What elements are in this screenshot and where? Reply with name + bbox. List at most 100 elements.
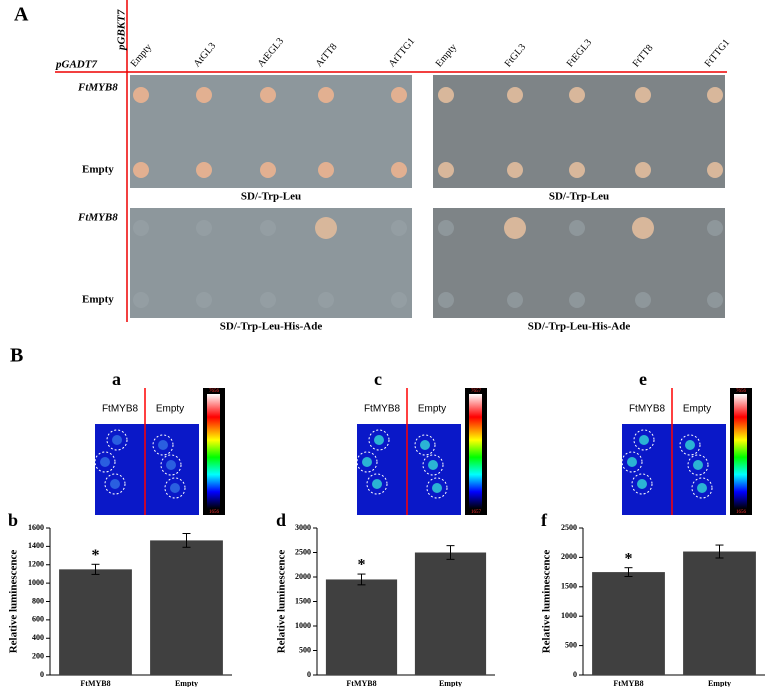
sample-ring [366, 473, 388, 495]
sample-ring [356, 451, 378, 473]
colony [318, 87, 334, 103]
image-label-box [95, 396, 199, 424]
panel-label: d [276, 510, 286, 530]
y-tick-label: 600 [32, 615, 44, 624]
signal [166, 460, 176, 470]
x-tick-label: Empty [175, 679, 198, 687]
colony [260, 87, 276, 103]
signal [362, 457, 372, 467]
image-label: Empty [156, 404, 184, 415]
signal [693, 460, 703, 470]
x-tick-label: Empty [708, 679, 731, 687]
sample-ring [104, 473, 126, 495]
image-label: FtMYB8 [629, 404, 666, 415]
y-tick-label: 2500 [561, 523, 577, 532]
colony [133, 162, 149, 178]
sample-ring [426, 477, 448, 499]
column-label: AtTTG1 [387, 36, 418, 69]
image-label: FtMYB8 [102, 404, 139, 415]
colony [391, 87, 407, 103]
colony [260, 292, 276, 308]
y-tick-label: 500 [565, 640, 577, 649]
sample-ring [94, 451, 116, 473]
image-label: FtMYB8 [364, 404, 401, 415]
colony [391, 220, 407, 236]
y-tick-label: 1400 [28, 541, 44, 550]
signal [112, 435, 122, 445]
signal [374, 435, 384, 445]
image-label: Empty [683, 404, 711, 415]
panel-label: f [541, 510, 548, 530]
y-tick-label: 1000 [28, 578, 44, 587]
sample-ring [414, 434, 436, 456]
colony [569, 162, 585, 178]
colony [196, 292, 212, 308]
sample-ring [621, 451, 643, 473]
sample-ring [106, 429, 128, 451]
sample-ring [633, 429, 655, 451]
y-tick-label: 3000 [295, 523, 311, 532]
image-label-box [622, 396, 726, 424]
colony [507, 162, 523, 178]
colony [569, 87, 585, 103]
sample-ring [160, 454, 182, 476]
colony [635, 87, 651, 103]
colorbar [469, 394, 482, 509]
bar [59, 569, 132, 675]
y-tick-label: 1500 [561, 582, 577, 591]
column-label: Empty [129, 42, 155, 70]
colony [707, 292, 723, 308]
colony [315, 217, 337, 239]
colony [196, 162, 212, 178]
signal [627, 457, 637, 467]
bait-label: pGBKT7 [116, 9, 128, 51]
sample-ring [368, 429, 390, 451]
signal [637, 479, 647, 489]
signal [110, 479, 120, 489]
y-tick-label: 500 [299, 645, 311, 654]
bar [683, 551, 756, 675]
plate-caption: SD/-Trp-Leu-His-Ade [220, 321, 323, 333]
colony [635, 162, 651, 178]
colony [569, 220, 585, 236]
y-tick-label: 2000 [561, 552, 577, 561]
luminescence-image [95, 407, 199, 515]
colony [260, 220, 276, 236]
sample-ring [164, 477, 186, 499]
y-tick-label: 2000 [295, 572, 311, 581]
colony [438, 292, 454, 308]
row-label: Empty [82, 294, 114, 306]
panel-label: c [374, 369, 382, 389]
row-label: FtMYB8 [77, 82, 118, 94]
image-label: Empty [418, 404, 446, 415]
colony [569, 292, 585, 308]
y-axis-title: Relative luminescence [541, 550, 553, 654]
signal [685, 440, 695, 450]
bar [414, 552, 487, 675]
panel-label: B [10, 345, 23, 367]
y-tick-label: 0 [307, 670, 311, 679]
colony [707, 162, 723, 178]
plate-caption: SD/-Trp-Leu [241, 191, 301, 203]
colorbar-max: 7656 [209, 389, 220, 394]
signal [372, 479, 382, 489]
sample-ring [687, 454, 709, 476]
signal [639, 435, 649, 445]
colony [438, 220, 454, 236]
signal [100, 457, 110, 467]
annotation: * [92, 547, 100, 564]
sample-ring [679, 434, 701, 456]
y-tick-label: 2500 [295, 547, 311, 556]
colony [507, 87, 523, 103]
y-tick-label: 800 [32, 596, 44, 605]
prey-label: pGADT7 [55, 59, 97, 71]
column-label: FtTTG1 [703, 37, 732, 69]
y-tick-label: 1600 [28, 523, 44, 532]
colorbar-min: 1656 [209, 510, 220, 515]
signal [697, 483, 707, 493]
sample-ring [422, 454, 444, 476]
annotation: * [358, 557, 366, 574]
signal [158, 440, 168, 450]
colony [438, 87, 454, 103]
colony [318, 292, 334, 308]
